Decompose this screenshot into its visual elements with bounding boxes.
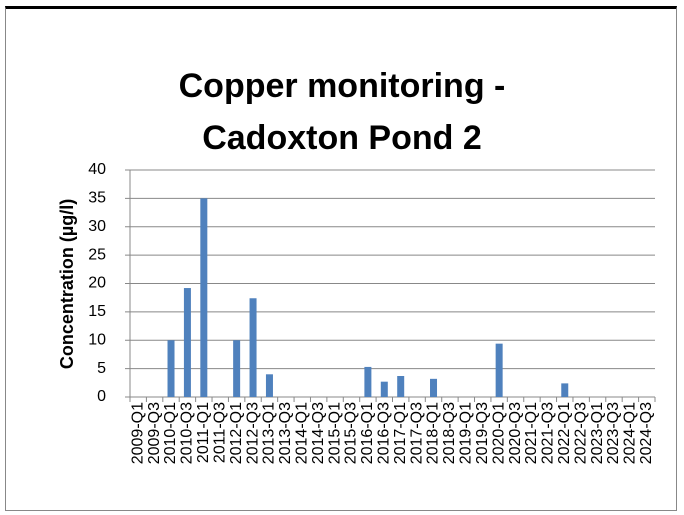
bar	[561, 383, 569, 397]
x-tick-label: 2019-Q1	[458, 402, 475, 464]
x-tick-label: 2024-Q1	[622, 402, 639, 464]
y-tick-label: 20	[88, 275, 106, 292]
x-tick-label: 2014-Q1	[293, 402, 310, 464]
x-tick-label: 2018-Q3	[441, 402, 458, 464]
x-tick-label: 2022-Q3	[572, 402, 589, 464]
bar	[249, 298, 257, 397]
x-tick-label: 2014-Q3	[310, 402, 327, 464]
y-tick-label: 0	[97, 388, 106, 405]
x-tick-label: 2017-Q1	[392, 402, 409, 464]
x-tick-label: 2013-Q1	[261, 402, 278, 464]
x-tick-label: 2020-Q3	[507, 402, 524, 464]
chart-title: Copper monitoring - Cadoxton Pond 2	[178, 67, 506, 157]
x-tick-label: 2015-Q1	[326, 402, 343, 464]
x-tick-label: 2012-Q1	[228, 402, 245, 464]
y-tick-label: 35	[88, 190, 106, 207]
bar	[183, 288, 191, 397]
bar	[430, 378, 438, 397]
x-tick-label: 2010-Q3	[179, 402, 196, 464]
y-tick-label: 30	[88, 218, 106, 235]
bar	[495, 343, 503, 397]
x-tick-label: 2009-Q3	[146, 402, 163, 464]
bar	[380, 381, 388, 397]
y-tick-label: 15	[88, 303, 106, 320]
x-tick-label: 2016-Q1	[359, 402, 376, 464]
x-tick-label: 2021-Q3	[540, 402, 557, 464]
x-tick-label: 2022-Q1	[556, 402, 573, 464]
x-tick-label: 2019-Q3	[474, 402, 491, 464]
chart-frame	[5, 6, 677, 511]
y-tick-label: 40	[88, 161, 106, 178]
x-tick-label: 2011-Q3	[211, 402, 228, 463]
x-tick-label: 2011-Q1	[195, 402, 212, 463]
y-tick-label: 25	[88, 246, 106, 263]
x-tick-label: 2009-Q1	[129, 402, 146, 464]
x-tick-label: 2017-Q3	[408, 402, 425, 464]
x-tick-label: 2013-Q3	[277, 402, 294, 464]
x-tick-label: 2018-Q1	[425, 402, 442, 464]
bar	[364, 366, 372, 397]
x-tick-label: 2012-Q3	[244, 402, 261, 464]
bar	[167, 340, 175, 397]
bar	[397, 376, 405, 397]
x-tick-label: 2016-Q3	[376, 402, 393, 464]
bar	[233, 340, 241, 397]
x-tick-label: 2023-Q1	[589, 402, 606, 464]
x-tick-label: 2024-Q3	[638, 402, 655, 464]
bar	[200, 198, 208, 397]
x-tick-label: 2020-Q1	[490, 402, 507, 464]
y-tick-label: 5	[97, 360, 106, 377]
y-axis-label: Concentration (µg/l)	[57, 199, 77, 369]
x-tick-label: 2015-Q3	[343, 402, 360, 464]
x-tick-label: 2021-Q1	[523, 402, 540, 464]
x-tick-label: 2023-Q3	[605, 402, 622, 464]
bar	[265, 374, 273, 397]
x-tick-label: 2010-Q1	[162, 402, 179, 464]
y-tick-label: 10	[88, 331, 106, 348]
